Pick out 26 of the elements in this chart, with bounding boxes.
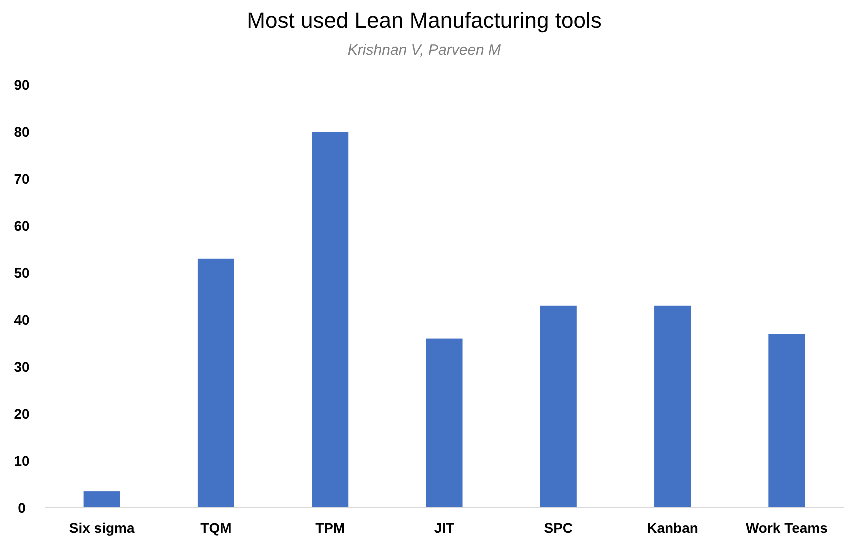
y-tick-label: 90 (14, 76, 30, 93)
bar (768, 334, 806, 508)
y-tick-label: 20 (14, 406, 30, 422)
y-tick-label: 70 (14, 170, 30, 187)
y-tick-label: 30 (14, 358, 30, 375)
chart-subtitle: Krishnan V, Parveen M (348, 42, 502, 59)
x-tick-label: TQM (200, 520, 232, 536)
y-tick-label: 0 (18, 500, 26, 516)
y-tick-label: 60 (14, 218, 30, 234)
x-tick-label: Six sigma (69, 520, 135, 536)
bar (426, 338, 463, 508)
bar (84, 492, 120, 508)
y-tick-label: 40 (14, 312, 30, 328)
x-tick-label: TPM (316, 520, 346, 536)
x-tick-label: Kanban (647, 520, 698, 536)
y-tick-label: 50 (14, 264, 30, 281)
bar (654, 306, 692, 508)
x-tick-label: SPC (544, 520, 574, 536)
y-tick-label: 10 (14, 452, 30, 469)
y-tick-label: 80 (14, 124, 30, 140)
bar (198, 258, 234, 508)
bar (312, 132, 349, 508)
x-tick-label: Work Teams (746, 520, 828, 536)
bar (540, 306, 577, 508)
x-tick-label: JIT (434, 520, 456, 536)
chart-title: Most used Lean Manufacturing tools (247, 8, 602, 33)
